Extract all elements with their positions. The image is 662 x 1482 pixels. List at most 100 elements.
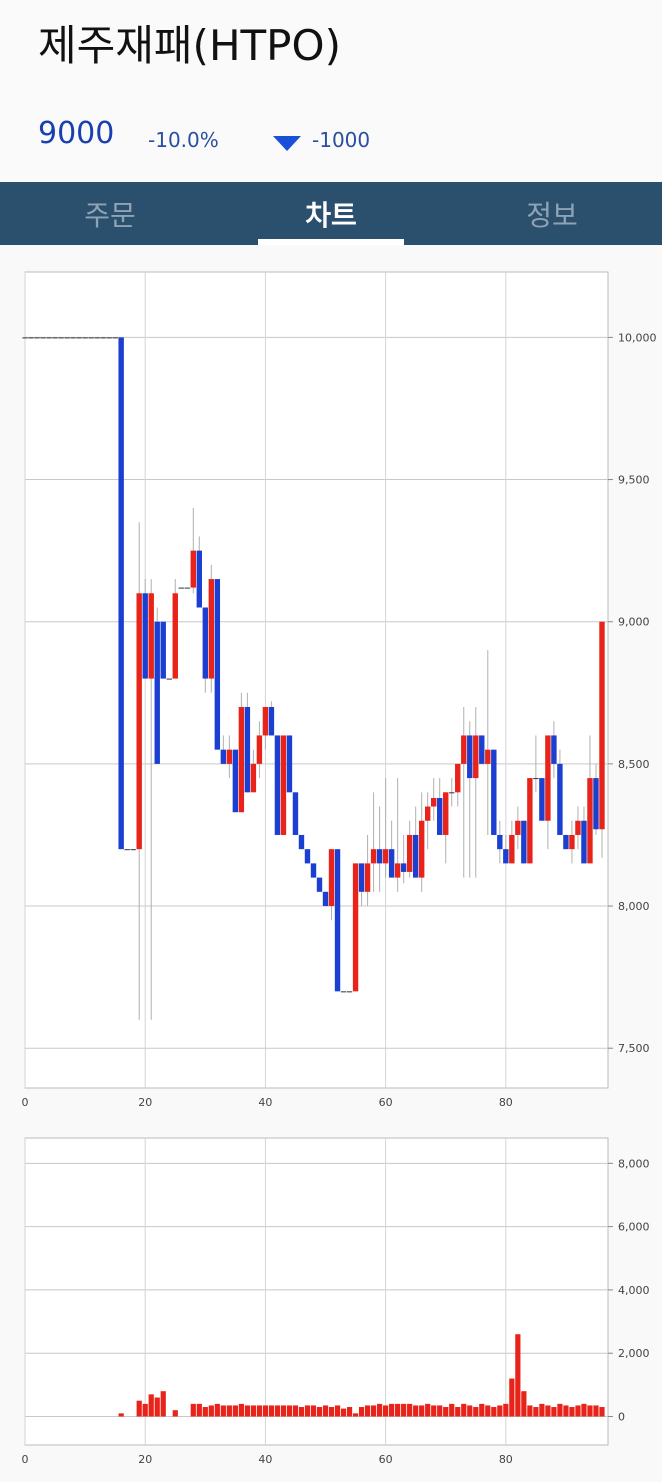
candle-body xyxy=(364,863,371,892)
volume-bar xyxy=(208,1405,214,1417)
volume-bar xyxy=(551,1407,557,1417)
down-arrow xyxy=(273,136,301,151)
x-tick-label: 80 xyxy=(499,1453,513,1466)
candle-body xyxy=(581,820,587,864)
volume-bar xyxy=(539,1403,545,1417)
volume-bar xyxy=(334,1405,341,1417)
candle-body xyxy=(376,849,383,864)
candle-body xyxy=(394,863,401,878)
volume-bar xyxy=(226,1405,232,1417)
candle-body xyxy=(106,337,112,339)
candle-body xyxy=(298,834,305,850)
volume-bar xyxy=(202,1407,208,1417)
candle-body xyxy=(64,337,70,339)
candle-body xyxy=(112,337,118,339)
candle-body xyxy=(575,820,581,835)
volume-bar xyxy=(515,1334,521,1417)
volume-bar xyxy=(557,1403,563,1417)
candle-body xyxy=(388,849,395,878)
volume-bar xyxy=(377,1403,383,1417)
volume-bar xyxy=(274,1405,281,1417)
candle-body xyxy=(148,593,154,679)
candle-body xyxy=(100,337,106,339)
candle-body xyxy=(473,735,479,779)
candle-body xyxy=(274,735,281,835)
candle-body xyxy=(406,834,413,872)
volume-bar xyxy=(304,1405,311,1417)
candle-body xyxy=(497,834,503,850)
volume-bar xyxy=(431,1405,437,1417)
candle-body xyxy=(238,707,245,813)
candle-body xyxy=(449,792,455,794)
candle-body xyxy=(208,579,215,679)
volume-bar xyxy=(238,1403,244,1417)
title: 제주재패(HTPO) xyxy=(38,21,341,70)
candle-body xyxy=(178,587,184,589)
candle-body xyxy=(94,337,100,339)
candle-body xyxy=(455,763,461,793)
volume-bar xyxy=(545,1405,551,1417)
candle-body xyxy=(34,337,40,339)
candle-body xyxy=(70,337,76,339)
plot-area xyxy=(24,1137,609,1446)
candle-body xyxy=(593,778,599,830)
volume-bar xyxy=(419,1405,425,1417)
candle-body xyxy=(485,749,491,764)
y-tick-label: 2,000 xyxy=(618,1347,650,1360)
volume-bar xyxy=(485,1405,491,1417)
x-tick-label: 0 xyxy=(22,1453,29,1466)
volume-bar xyxy=(407,1403,413,1417)
volume-bar xyxy=(383,1405,389,1417)
volume-bar xyxy=(389,1403,395,1417)
candle-body xyxy=(28,337,34,339)
candle-body xyxy=(118,337,124,850)
candle-body xyxy=(160,621,166,679)
candle-body xyxy=(142,593,148,679)
volume-bar xyxy=(413,1405,419,1417)
volume-bar xyxy=(316,1407,323,1417)
candle-body xyxy=(124,849,130,851)
volume-bar xyxy=(569,1407,575,1417)
volume-bar xyxy=(298,1407,305,1417)
candle-body xyxy=(262,707,269,736)
candle-body xyxy=(310,863,317,878)
volume-bar xyxy=(497,1405,503,1417)
y-tick-label: 8,000 xyxy=(618,900,650,913)
tab[interactable]: 차트 xyxy=(305,199,357,232)
candle-body xyxy=(461,735,467,764)
candle-body xyxy=(545,735,551,821)
change: -1000 xyxy=(312,128,371,152)
volume-bar xyxy=(346,1407,353,1417)
candle-body xyxy=(599,621,605,830)
candle-body xyxy=(184,587,190,589)
volume-bar xyxy=(401,1403,407,1417)
tab[interactable]: 정보 xyxy=(526,199,578,232)
candle-body xyxy=(382,849,389,864)
y-tick-label: 9,000 xyxy=(618,616,650,629)
volume-bar xyxy=(370,1405,377,1417)
candle-body xyxy=(424,806,431,821)
candle-body xyxy=(58,337,64,339)
volume-bar xyxy=(340,1408,347,1417)
volume-bar xyxy=(154,1397,160,1417)
volume-bar xyxy=(268,1405,275,1417)
candle-body xyxy=(557,763,563,835)
tab[interactable]: 주문 xyxy=(84,199,136,232)
active-indicator xyxy=(258,239,404,245)
candle-body xyxy=(136,593,142,850)
candle-body xyxy=(304,849,311,864)
candle-body xyxy=(52,337,58,339)
x-tick-label: 20 xyxy=(138,1096,152,1109)
volume-bar xyxy=(286,1405,293,1417)
volume-bar xyxy=(587,1405,593,1417)
y-tick-label: 10,000 xyxy=(618,331,657,344)
volume-bar xyxy=(142,1403,148,1417)
volume-bar xyxy=(527,1405,533,1417)
volume-bar xyxy=(599,1407,605,1417)
volume-bar xyxy=(473,1407,479,1417)
volume-bar xyxy=(575,1405,581,1417)
volume-bar xyxy=(262,1405,269,1417)
candle-body xyxy=(202,607,209,679)
volume-bar xyxy=(491,1407,497,1417)
